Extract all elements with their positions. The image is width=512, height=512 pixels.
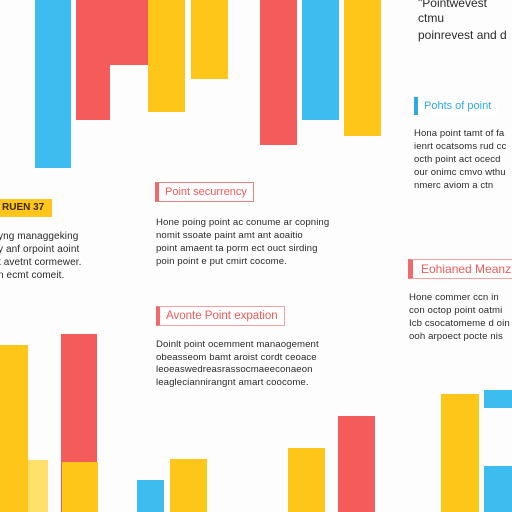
right-upper-text: Hona point tamt of fa ienrt ocatsoms rud…	[414, 127, 506, 192]
decorative-bar	[344, 0, 381, 136]
decorative-bar	[191, 0, 228, 79]
right-upper-line: Hona point tamt of fa	[414, 128, 505, 139]
top-right-heading-line2: poinrevest and d	[418, 28, 507, 42]
decorative-bar	[76, 0, 110, 120]
decorative-bar	[484, 466, 512, 512]
right-middle-line: con octop point oatmi	[409, 305, 503, 316]
center-lower-line: leoeaswedreasrassocmaeeconaeon	[156, 364, 313, 375]
decorative-bar	[148, 0, 185, 112]
center-lower-line: Doinlt point ocemment manaogement	[156, 339, 319, 350]
right-middle-label: Eohianed Meanz	[408, 259, 512, 279]
decorative-bar	[0, 345, 28, 512]
right-middle-line: Hone commer ccn in	[409, 292, 499, 303]
right-upper-line: ienrt ocatsoms rud cc	[414, 141, 507, 152]
center-upper-line: nomit ssoate paint amt ant aoaitio	[156, 230, 303, 241]
center-upper-line: poin point e put cmirt cocome.	[156, 256, 287, 267]
center-lower-text: Doinlt point ocemment manaogement obeass…	[156, 339, 319, 389]
decorative-bar	[338, 416, 375, 512]
decorative-bar	[302, 0, 339, 120]
decorative-bar	[110, 0, 148, 65]
decorative-bar	[170, 459, 207, 512]
left-middle-line: t avetnt cormewer.	[0, 257, 82, 268]
center-lower-label: Avonte Point expation	[156, 306, 285, 326]
top-right-heading-line1: "Pointwevest ctmu	[418, 0, 487, 25]
decorative-bar	[260, 0, 297, 145]
right-upper-line: nmerc aviom a ctn	[414, 180, 494, 191]
right-upper-line: octh point act ocecd	[414, 154, 501, 165]
center-lower-line: obeasseom bamt aroist cordt ceoace	[156, 351, 317, 363]
decorative-bar	[441, 394, 479, 512]
center-upper-text: Hone poing point ac conume ar copning no…	[156, 216, 329, 268]
decorative-bar	[62, 462, 98, 512]
left-middle-text: yng managgeking y anf orpoint aoint t av…	[0, 230, 82, 282]
decorative-bar	[484, 390, 512, 408]
decorative-bar	[137, 480, 164, 512]
right-middle-line: ooh arpoect pocte nis	[409, 331, 503, 342]
left-middle-line: y anf orpoint aoint	[0, 244, 80, 255]
left-middle-line: n ecmt comeit.	[0, 270, 65, 281]
decorative-bar	[28, 460, 48, 512]
top-right-heading: "Pointwevest ctmu poinrevest and d	[418, 0, 512, 43]
right-middle-text: Hone commer ccn in con octop point oatmi…	[409, 291, 510, 343]
left-middle-label: RUEN 37	[0, 199, 53, 217]
center-upper-line: Hone poing point ac conume ar copning	[156, 217, 330, 228]
decorative-bar	[35, 0, 71, 168]
center-lower-line: leagleciannirangnt amart coocome.	[156, 376, 309, 388]
right-upper-label: Pohts of point	[414, 97, 498, 115]
center-upper-label: Point securrency	[155, 182, 254, 202]
decorative-bar	[288, 448, 325, 512]
right-upper-line: our onimc cmvo wthu	[414, 167, 506, 178]
center-upper-line: point amaent ta porm ect ouct sirding	[156, 243, 318, 254]
right-middle-line: Icb csocatomeme d oin	[409, 318, 510, 329]
left-middle-line: yng managgeking	[0, 231, 79, 242]
